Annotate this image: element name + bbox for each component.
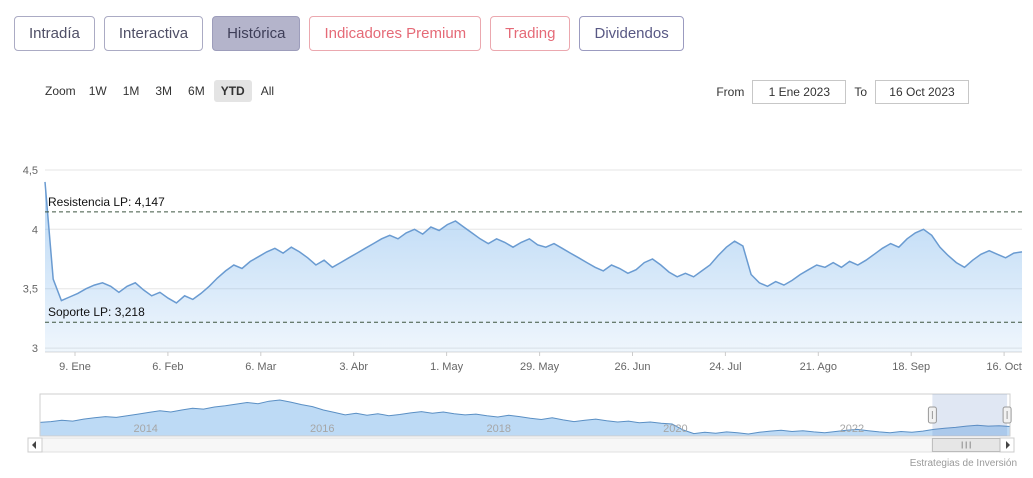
navigator-selected-range[interactable] <box>932 394 1008 436</box>
x-axis-label: 6. Mar <box>245 361 277 373</box>
x-axis-label: 16. Oct <box>986 361 1021 373</box>
y-axis-label: 4,5 <box>23 165 38 177</box>
zoom-button-1m[interactable]: 1M <box>116 80 147 102</box>
price-area <box>45 181 1022 352</box>
navigator-year-label: 2020 <box>663 423 687 435</box>
tab-trading[interactable]: Trading <box>490 16 571 51</box>
tab-indicadores-premium[interactable]: Indicadores Premium <box>309 16 482 51</box>
range-selector: From To <box>716 80 969 104</box>
x-axis-label: 26. Jun <box>614 361 650 373</box>
credit-text: Estrategias de Inversión <box>909 458 1017 469</box>
zoom-button-6m[interactable]: 6M <box>181 80 212 102</box>
to-label: To <box>854 85 867 99</box>
zoom-button-all[interactable]: All <box>254 80 281 102</box>
from-date-input[interactable] <box>752 80 847 104</box>
x-axis-label: 9. Ene <box>59 361 91 373</box>
tabs: Intradía Interactiva Histórica Indicadores … <box>14 16 684 51</box>
left-arrow-icon <box>32 441 36 449</box>
to-date-input[interactable] <box>875 80 969 104</box>
navigator-line <box>39 399 1011 435</box>
tab-interactiva[interactable]: Interactiva <box>103 16 204 51</box>
plotline-label: Soporte LP: 3,218 <box>48 305 145 319</box>
zoom-label: Zoom <box>45 84 76 98</box>
zoom-buttons: 1W 1M 3M 6M YTD All <box>82 80 283 102</box>
navigator-area <box>40 400 1010 436</box>
navigator-year-label: 2014 <box>133 423 157 435</box>
x-axis-label: 21. Ago <box>800 361 837 373</box>
x-axis-label: 24. Jul <box>709 361 741 373</box>
zoom-button-1w[interactable]: 1W <box>82 80 114 102</box>
x-axis-label: 1. May <box>430 361 464 373</box>
tab-historica[interactable]: Histórica <box>212 16 301 51</box>
right-arrow-icon <box>1006 441 1010 449</box>
x-axis-label: 29. May <box>520 361 560 373</box>
from-label: From <box>716 85 745 99</box>
scrollbar-track[interactable] <box>41 437 1001 453</box>
y-axis-label: 3 <box>32 343 38 355</box>
navigator-year-label: 2016 <box>310 423 334 435</box>
x-axis-label: 6. Feb <box>152 361 183 373</box>
zoom-group: Zoom 1W 1M 3M 6M YTD All <box>45 80 283 102</box>
navigator-year-label: 2018 <box>487 423 511 435</box>
y-axis-label: 3,5 <box>23 284 38 296</box>
zoom-button-ytd[interactable]: YTD <box>213 80 252 102</box>
plotline-label: Resistencia LP: 4,147 <box>48 195 165 209</box>
navigator-chart[interactable]: 2014 2016 2018 2020 2022 <box>0 392 1033 456</box>
x-axis-label: 18. Sep <box>892 361 930 373</box>
main-chart[interactable]: 4,5 4 3,5 3 9. Ene 6. Feb 6. Mar 3. Abr 1. May 29… <box>0 118 1033 388</box>
navigator-year-label: 2022 <box>840 423 864 435</box>
price-line <box>44 181 1023 304</box>
tab-dividendos[interactable]: Dividendos <box>579 16 684 51</box>
tab-intradia[interactable]: Intradía <box>14 16 95 51</box>
x-axis-label: 3. Abr <box>339 361 368 373</box>
y-axis-label: 4 <box>32 224 38 236</box>
zoom-button-3m[interactable]: 3M <box>148 80 179 102</box>
